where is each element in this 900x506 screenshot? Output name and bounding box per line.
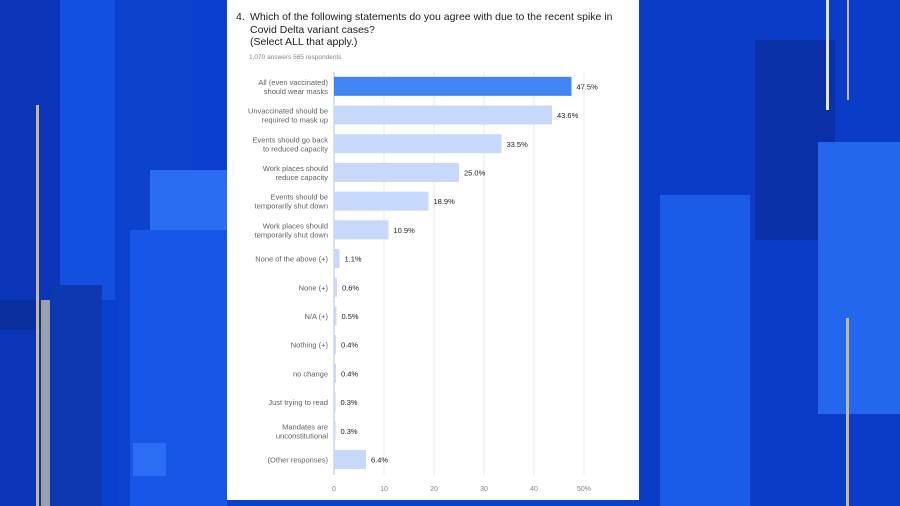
question-instruction: (Select ALL that apply.) bbox=[250, 36, 358, 48]
x-tick-label: 10 bbox=[380, 486, 388, 493]
bar[interactable] bbox=[334, 191, 429, 211]
bar[interactable] bbox=[334, 105, 552, 125]
question-number: 4. bbox=[236, 11, 245, 23]
bar[interactable] bbox=[334, 220, 389, 240]
question-heading: 4. Which of the following statements do … bbox=[236, 11, 631, 49]
category-label: Work places should reduce capacity bbox=[263, 164, 329, 182]
bar[interactable] bbox=[334, 392, 336, 412]
bar-value-label: 1.1% bbox=[345, 255, 362, 264]
question-text: Which of the following statements do you… bbox=[250, 11, 613, 36]
bar-value-label: 0.4% bbox=[341, 369, 358, 378]
category-label: no change bbox=[293, 369, 328, 378]
bar[interactable] bbox=[334, 449, 366, 469]
x-tick-label: 30 bbox=[480, 486, 488, 493]
bar[interactable] bbox=[334, 249, 340, 269]
response-stats: 1,070 answers 565 respondents bbox=[249, 54, 342, 61]
bar[interactable] bbox=[334, 306, 337, 326]
bar-value-label: 18.9% bbox=[434, 197, 456, 206]
category-label: Work places should temporarily shut down bbox=[255, 221, 328, 239]
survey-card: 4. Which of the following statements do … bbox=[227, 0, 639, 500]
category-label: Events should go back to reduced capacity bbox=[253, 135, 329, 153]
bar[interactable] bbox=[334, 162, 459, 182]
bar-value-label: 10.9% bbox=[394, 226, 416, 235]
x-tick-label: 50% bbox=[577, 486, 591, 493]
bar[interactable] bbox=[334, 363, 336, 383]
category-label: None (+) bbox=[299, 283, 329, 292]
bar-value-label: 0.5% bbox=[342, 312, 359, 321]
bar-value-label: 0.3% bbox=[341, 427, 358, 436]
bar[interactable] bbox=[334, 421, 336, 441]
bar-chart: 0 10 20 30 40 50% 47.5% All (even vaccinated) sh… bbox=[248, 72, 599, 493]
x-tick-label: 20 bbox=[430, 486, 438, 493]
category-label: Nothing (+) bbox=[291, 341, 329, 350]
category-label: (Other responses) bbox=[268, 455, 329, 464]
bar-value-label: 25.0% bbox=[464, 168, 486, 177]
x-tick-label: 40 bbox=[530, 486, 538, 493]
x-tick-label: 0 bbox=[332, 486, 336, 493]
category-label: Just trying to read bbox=[268, 398, 328, 407]
category-label: N/A (+) bbox=[304, 312, 328, 321]
bar-value-label: 0.3% bbox=[341, 398, 358, 407]
category-label: None of the above (+) bbox=[255, 255, 328, 264]
category-label: Unvaccinated should be required to mask u… bbox=[248, 107, 328, 125]
bar[interactable] bbox=[334, 76, 572, 96]
bar-value-label: 6.4% bbox=[371, 455, 388, 464]
category-label: Events should be temporarily shut down bbox=[255, 193, 328, 211]
bar[interactable] bbox=[334, 277, 337, 297]
bar[interactable] bbox=[334, 134, 502, 154]
bar-value-label: 0.6% bbox=[342, 283, 359, 292]
bar-value-label: 33.5% bbox=[507, 140, 529, 149]
category-label: Mandates are unconstitutional bbox=[276, 422, 328, 440]
category-label: All (even vaccinated) should wear masks bbox=[258, 78, 328, 96]
bar-value-label: 47.5% bbox=[577, 82, 599, 91]
bar[interactable] bbox=[334, 335, 336, 355]
bar-value-label: 0.4% bbox=[341, 341, 358, 350]
bar-value-label: 43.6% bbox=[557, 111, 579, 120]
